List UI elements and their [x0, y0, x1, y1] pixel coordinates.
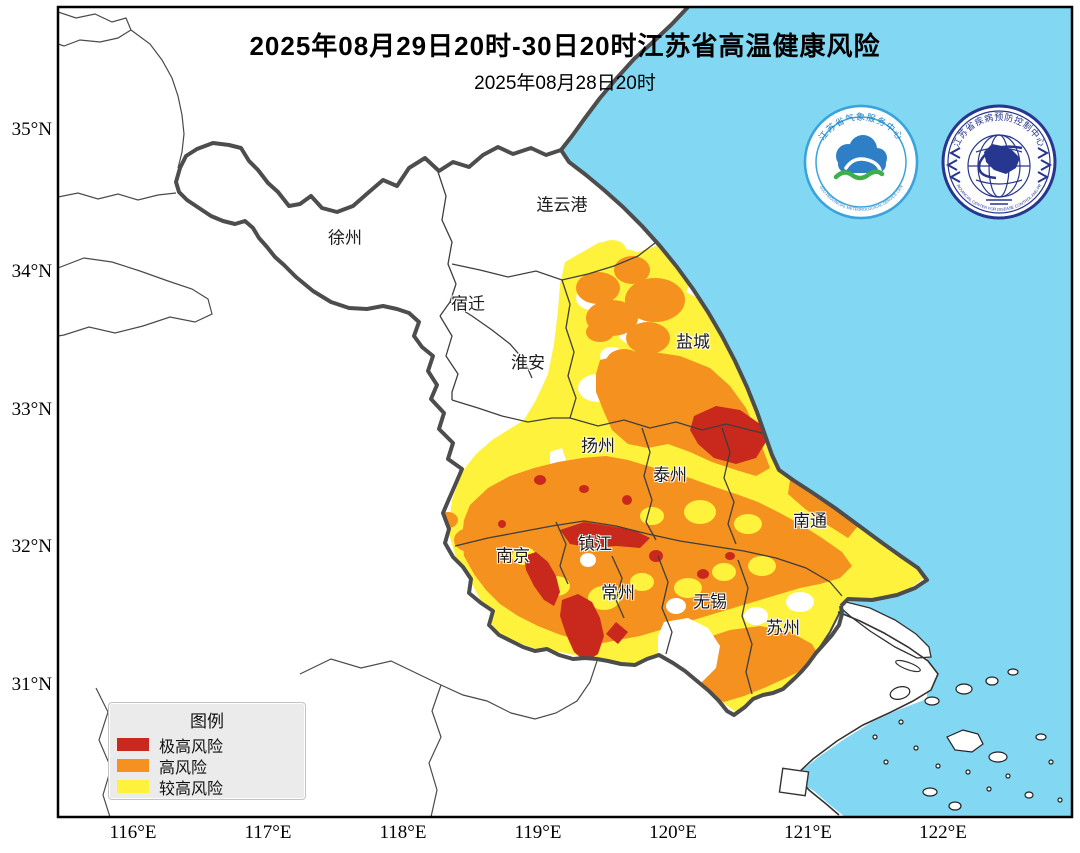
city-boundaries — [437, 171, 843, 695]
city-label-yancheng: 盐城 — [676, 332, 710, 352]
city-label-yangzhou: 扬州 — [581, 436, 615, 456]
lat-label-35n: 35°N — [11, 119, 52, 140]
city-label-nanjing: 南京 — [496, 546, 530, 566]
lon-label-120e: 120°E — [649, 822, 697, 843]
city-label-suqian: 宿迁 — [451, 294, 485, 314]
issue-time: 2025年08月28日20时 — [474, 73, 656, 94]
lon-label-119e: 119°E — [514, 822, 562, 843]
map-frame — [56, 5, 1074, 819]
lon-label-118e: 118°E — [379, 822, 427, 843]
lat-label-33n: 33°N — [11, 399, 52, 420]
city-label-huaian: 淮安 — [511, 353, 545, 373]
risk-patches — [438, 240, 924, 712]
cdc-logo-wings — [945, 147, 1053, 183]
sea-islands — [872, 668, 1063, 811]
lon-label-117e: 117°E — [244, 822, 292, 843]
city-label-taizhou: 泰州 — [653, 465, 687, 485]
city-label-xuzhou: 徐州 — [328, 228, 362, 248]
coastline — [559, 7, 929, 608]
hangzhou-bay — [796, 688, 948, 817]
legend: 图例 极高风险 高风险 较高风险 — [108, 702, 306, 800]
lon-label-121e: 121°E — [784, 822, 832, 843]
city-label-wuxi: 无锡 — [693, 592, 727, 612]
cdc-logo-map-shape — [984, 144, 1020, 174]
lon-label-116e: 116°E — [109, 822, 157, 843]
south-bank-land — [700, 612, 938, 817]
lon-label-122e: 122°E — [919, 822, 967, 843]
bay-island — [778, 767, 810, 797]
extreme-risk-swatch — [117, 738, 149, 751]
city-label-nantong: 南通 — [793, 511, 827, 531]
legend-row-high: 高风险 — [109, 755, 305, 777]
met-logo-cloud — [833, 135, 887, 181]
lat-label-32n: 32°N — [11, 536, 52, 557]
cdc-logo-base — [986, 199, 1012, 205]
legend-label-extreme: 极高风险 — [159, 738, 224, 756]
city-label-changzhou: 常州 — [601, 583, 635, 603]
sea — [561, 7, 1072, 817]
lat-label-31n: 31°N — [11, 674, 52, 695]
city-label-suzhou: 苏州 — [766, 618, 800, 638]
legend-row-elevated: 较高风险 — [109, 776, 305, 798]
elevated-risk-swatch — [117, 780, 149, 793]
province-border — [174, 141, 844, 717]
legend-label-elevated: 较高风险 — [159, 780, 224, 798]
legend-title: 图例 — [190, 712, 224, 731]
high-risk-swatch — [117, 759, 149, 772]
city-label-lianyungang: 连云港 — [536, 195, 588, 215]
page-title: 2025年08月29日20时-30日20时江苏省高温健康风险 — [249, 31, 881, 61]
cdc-logo-swoosh — [977, 145, 1023, 180]
legend-label-high: 高风险 — [159, 759, 208, 777]
lat-label-34n: 34°N — [11, 261, 52, 282]
city-label-zhenjiang: 镇江 — [578, 534, 612, 554]
legend-row-extreme: 极高风险 — [109, 734, 305, 756]
